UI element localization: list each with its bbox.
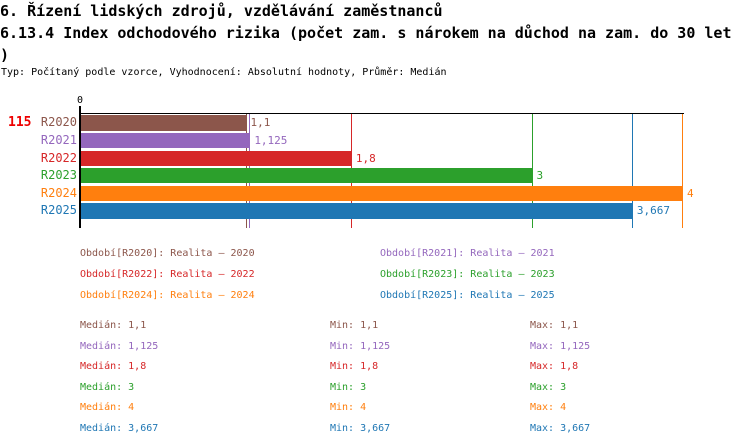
stat-median-cell: Medián: 3,667 bbox=[80, 419, 330, 439]
stat-max-cell: Max: 3,667 bbox=[530, 419, 720, 439]
value-label: 3 bbox=[537, 168, 544, 183]
category-label: R2023 bbox=[20, 168, 77, 183]
stat-median-cell: Medián: 4 bbox=[80, 398, 330, 419]
stat-max-cell: Max: 1,1 bbox=[530, 316, 720, 337]
bar bbox=[81, 151, 351, 166]
value-label: 1,1 bbox=[251, 115, 271, 130]
stat-max-cell: Max: 1,8 bbox=[530, 357, 720, 378]
legend-item: Období[R2023]: Realita – 2023 bbox=[380, 264, 720, 285]
category-label: R2021 bbox=[20, 133, 77, 148]
stat-median-cell: Medián: 1,8 bbox=[80, 357, 330, 378]
bar bbox=[81, 133, 249, 148]
category-label: R2020 bbox=[20, 115, 77, 130]
category-label: R2024 bbox=[20, 186, 77, 201]
median-line bbox=[632, 113, 633, 228]
value-label: 1,8 bbox=[356, 151, 376, 166]
bar bbox=[81, 186, 682, 201]
y-axis-line bbox=[79, 106, 81, 228]
x-axis-tick-label: 0 bbox=[74, 95, 86, 106]
bar bbox=[81, 168, 532, 183]
legend-item: Období[R2024]: Realita – 2024 bbox=[80, 285, 380, 306]
stat-min-cell: Min: 3,667 bbox=[330, 419, 530, 439]
stat-median-cell: Medián: 3 bbox=[80, 378, 330, 399]
stat-max-cell: Max: 4 bbox=[530, 398, 720, 419]
stat-min-cell: Min: 1,8 bbox=[330, 357, 530, 378]
stat-median-cell: Medián: 1,125 bbox=[80, 337, 330, 358]
stat-max-cell: Max: 3 bbox=[530, 378, 720, 399]
x-axis-line bbox=[80, 113, 684, 114]
stat-min-cell: Min: 3 bbox=[330, 378, 530, 399]
stat-max-cell: Max: 1,125 bbox=[530, 337, 720, 358]
stat-min-cell: Min: 1,1 bbox=[330, 316, 530, 337]
value-label: 3,667 bbox=[637, 203, 670, 218]
legend-item: Období[R2022]: Realita – 2022 bbox=[80, 264, 380, 285]
category-label: R2022 bbox=[20, 151, 77, 166]
bar bbox=[81, 115, 246, 130]
bar bbox=[81, 203, 632, 218]
legend-item: Období[R2020]: Realita – 2020 bbox=[80, 243, 380, 264]
category-label: R2025 bbox=[20, 203, 77, 218]
value-label: 1,125 bbox=[254, 133, 287, 148]
stat-min-cell: Min: 4 bbox=[330, 398, 530, 419]
legend-item: Období[R2021]: Realita – 2021 bbox=[380, 243, 720, 264]
median-line bbox=[682, 113, 683, 228]
legend-item: Období[R2025]: Realita – 2025 bbox=[380, 285, 720, 306]
stat-min-cell: Min: 1,125 bbox=[330, 337, 530, 358]
value-label: 4 bbox=[687, 186, 694, 201]
stat-median-cell: Medián: 1,1 bbox=[80, 316, 330, 337]
